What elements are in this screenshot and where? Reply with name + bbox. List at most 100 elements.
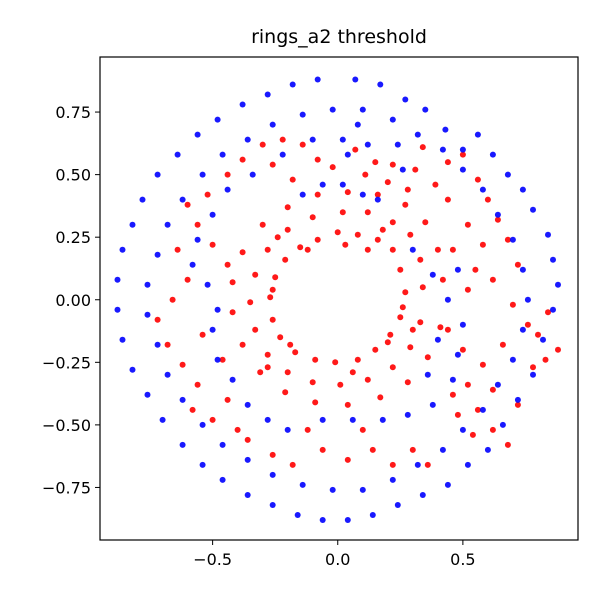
scatter-point	[267, 294, 274, 301]
scatter-point	[269, 121, 276, 128]
scatter-point	[389, 116, 396, 123]
scatter-point	[439, 146, 446, 153]
scatter-point	[164, 221, 171, 228]
scatter-point	[374, 196, 381, 203]
scatter-point	[407, 344, 414, 351]
scatter-point	[434, 246, 441, 253]
scatter-point	[359, 191, 366, 198]
scatter-point	[319, 416, 326, 423]
scatter-point	[489, 426, 496, 433]
scatter-point	[272, 274, 279, 281]
scatter-point	[319, 517, 326, 523]
scatter-point	[444, 326, 451, 333]
scatter-point	[344, 189, 351, 196]
scatter-point	[372, 346, 379, 353]
scatter-point	[264, 364, 271, 371]
scatter-point	[407, 231, 414, 238]
scatter-point	[179, 396, 186, 403]
scatter-point	[259, 221, 266, 228]
scatter-point	[154, 251, 161, 258]
scatter-point	[339, 136, 346, 143]
scatter-point	[545, 231, 551, 238]
scatter-point	[269, 161, 276, 168]
scatter-point	[342, 241, 349, 248]
scatter-point	[379, 416, 386, 423]
scatter-point	[279, 151, 286, 158]
scatter-point	[494, 381, 501, 388]
scatter-point	[364, 209, 371, 216]
scatter-point	[332, 359, 339, 366]
scatter-point	[359, 486, 366, 493]
scatter-point	[519, 186, 526, 193]
scatter-point	[414, 131, 421, 138]
scatter-point	[349, 369, 356, 376]
y-tick-label: 0.00	[55, 291, 91, 310]
scatter-point	[264, 351, 271, 358]
scatter-point	[247, 299, 254, 306]
scatter-point	[499, 341, 506, 348]
scatter-point	[399, 304, 406, 311]
scatter-point	[189, 261, 196, 268]
scatter-point	[154, 316, 161, 323]
scatter-point	[309, 136, 316, 143]
scatter-point	[464, 461, 471, 468]
scatter-point	[277, 334, 284, 341]
scatter-point	[129, 366, 136, 373]
scatter-point	[274, 234, 281, 241]
scatter-point	[337, 381, 344, 388]
scatter-point	[194, 381, 201, 388]
scatter-point	[344, 151, 351, 158]
scatter-point	[374, 236, 381, 243]
scatter-point	[199, 331, 206, 338]
scatter-point	[314, 156, 321, 163]
scatter-point	[444, 196, 451, 203]
scatter-point	[329, 486, 336, 493]
scatter-point	[219, 476, 226, 483]
scatter-point	[404, 379, 411, 386]
scatter-point	[139, 196, 146, 203]
scatter-point	[184, 201, 191, 208]
scatter-point	[372, 159, 379, 166]
scatter-point	[535, 331, 541, 338]
scatter-point	[304, 246, 311, 253]
scatter-point	[419, 284, 426, 291]
scatter-point	[402, 289, 409, 296]
scatter-point	[484, 196, 491, 203]
scatter-point	[459, 346, 466, 353]
scatter-point	[114, 306, 121, 313]
scatter-point	[389, 461, 396, 468]
scatter-point	[374, 191, 381, 198]
scatter-point	[439, 276, 446, 283]
y-tick-label: −0.25	[42, 353, 91, 372]
y-tick-label: 0.25	[55, 228, 91, 247]
scatter-point	[402, 96, 409, 103]
scatter-point	[144, 281, 151, 288]
scatter-point	[224, 261, 231, 268]
scatter-point	[282, 256, 289, 263]
scatter-point	[239, 156, 246, 163]
scatter-point	[224, 186, 231, 193]
scatter-point	[479, 241, 486, 248]
scatter-point	[299, 191, 306, 198]
scatter-point	[369, 512, 376, 518]
scatter-point	[219, 151, 226, 158]
scatter-point	[449, 391, 456, 398]
scatter-point	[314, 236, 321, 243]
scatter-point	[389, 476, 396, 483]
scatter-point	[369, 446, 376, 453]
scatter-point	[389, 364, 396, 371]
scatter-point	[550, 306, 556, 313]
scatter-point	[474, 406, 481, 413]
scatter-point	[504, 236, 511, 243]
scatter-point	[504, 171, 511, 178]
scatter-point	[422, 219, 429, 226]
scatter-point	[309, 379, 316, 386]
scatter-point	[354, 231, 361, 238]
scatter-point	[154, 171, 161, 178]
scatter-point	[299, 111, 306, 118]
scatter-point	[264, 246, 271, 253]
scatter-point	[394, 141, 401, 148]
scatter-point	[344, 401, 351, 408]
scatter-point	[229, 309, 236, 316]
scatter-point	[489, 386, 496, 393]
